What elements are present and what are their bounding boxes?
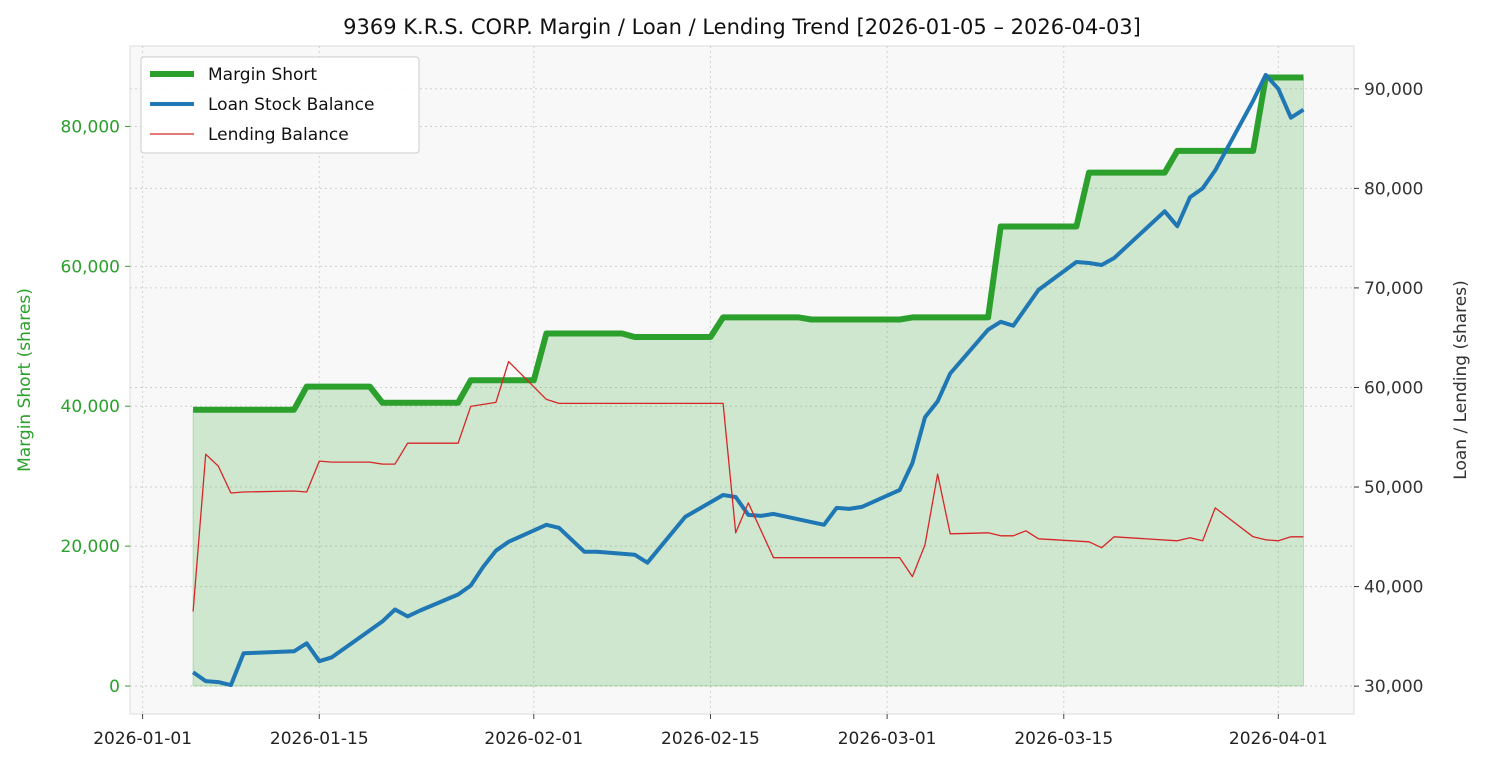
chart-title: 9369 K.R.S. CORP. Margin / Loan / Lendin… — [343, 15, 1141, 39]
lending-balance-line — [192, 360, 1304, 612]
x-tick-label: 2026-04-01 — [1229, 729, 1328, 749]
legend-label-margin-short: Margin Short — [208, 65, 317, 85]
x-tick-label: 2026-03-01 — [838, 729, 937, 749]
y-right-tick-label: 50,000 — [1364, 478, 1423, 498]
axes-layer: 2026-01-01 2026-01-15 2026-02-01 2026-02-15… — [61, 80, 1424, 749]
y-left-tick-label: 40,000 — [61, 397, 120, 417]
plot-area — [129, 45, 1355, 715]
x-tick-label: 2026-02-15 — [661, 729, 760, 749]
y-left-tick-label: 20,000 — [61, 537, 120, 557]
y-axis-left-label: Margin Short (shares) — [15, 288, 35, 472]
y-left-tick-label: 0 — [109, 677, 120, 697]
y-right-tick-label: 90,000 — [1364, 80, 1423, 100]
y-right-tick-label: 40,000 — [1364, 578, 1423, 598]
x-tick-label: 2026-01-15 — [270, 729, 369, 749]
legend-label-loan-stock-balance: Loan Stock Balance — [208, 95, 374, 115]
y-axis-right-label: Loan / Lending (shares) — [1451, 280, 1471, 479]
y-right-tick-label: 70,000 — [1364, 279, 1423, 299]
y-left-tick-label: 60,000 — [61, 257, 120, 277]
y-right-tick-label: 30,000 — [1364, 677, 1423, 697]
x-tick-label: 2026-02-01 — [484, 729, 583, 749]
legend-box — [140, 56, 420, 154]
series-layer — [191, 72, 1305, 688]
margin-short-line — [193, 74, 1304, 413]
x-tick-label: 2026-03-15 — [1014, 729, 1113, 749]
x-tick-label: 2026-01-01 — [93, 729, 192, 749]
y-right-tick-label: 60,000 — [1364, 378, 1423, 398]
legend: Margin Short Loan Stock Balance Lending … — [140, 56, 420, 154]
grid — [130, 46, 1354, 714]
legend-label-lending-balance: Lending Balance — [208, 125, 349, 145]
y-left-tick-label: 80,000 — [61, 117, 120, 137]
y-right-tick-label: 80,000 — [1364, 179, 1423, 199]
